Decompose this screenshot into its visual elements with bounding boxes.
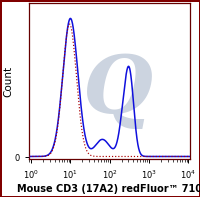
Y-axis label: Count: Count — [3, 66, 13, 97]
X-axis label: Mouse CD3 (17A2) redFluor™ 710: Mouse CD3 (17A2) redFluor™ 710 — [17, 184, 200, 193]
Text: Q: Q — [83, 52, 153, 129]
